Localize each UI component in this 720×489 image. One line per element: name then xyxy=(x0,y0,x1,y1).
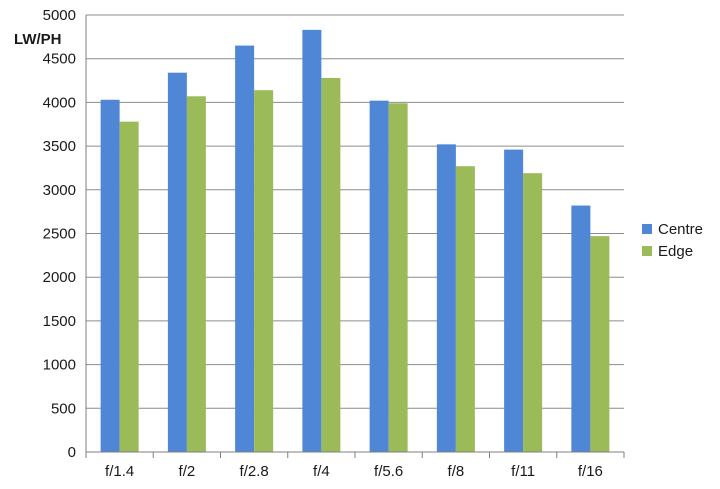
x-tick-label: f/5.6 xyxy=(374,463,403,480)
bar-centre-f2 xyxy=(167,72,187,453)
bar-edge-f16 xyxy=(590,236,610,452)
bars xyxy=(100,29,610,453)
axes xyxy=(85,15,625,458)
bar-edge-f11 xyxy=(523,173,543,452)
y-tick-label: 3000 xyxy=(43,182,76,199)
legend-label-edge: Edge xyxy=(658,243,693,260)
y-tick-label: 500 xyxy=(51,400,76,417)
x-tick-label: f/11 xyxy=(511,463,535,480)
bar-centre-f11 xyxy=(504,149,524,452)
y-tick-label: 2500 xyxy=(43,226,76,243)
x-tick-label: f/16 xyxy=(578,463,603,480)
y-tick-label: 3500 xyxy=(43,138,76,155)
bar-edge-f28 xyxy=(254,90,274,452)
bar-centre-f16 xyxy=(571,205,591,452)
y-tick-label: 4500 xyxy=(43,51,76,68)
bar-edge-f2 xyxy=(186,96,206,453)
y-tick-label: 2000 xyxy=(43,269,76,286)
bar-centre-f14 xyxy=(100,99,120,452)
legend-label-centre: Centre xyxy=(658,221,703,238)
y-axis-label: LW/PH xyxy=(14,31,62,48)
legend: Centre Edge xyxy=(642,221,703,260)
x-tick-label: f/1.4 xyxy=(105,463,134,480)
bar-edge-f8 xyxy=(455,166,475,452)
bar-centre-f4 xyxy=(302,29,322,452)
x-axis-ticks: f/1.4 f/2 f/2.8 f/4 f/5.6 f/8 f/11 f/16 xyxy=(105,463,603,480)
x-tick-label: f/8 xyxy=(448,463,465,480)
y-tick-label: 4000 xyxy=(43,94,76,111)
y-axis-ticks: 0 500 1000 1500 2000 2500 3000 3500 4000 4500 5000 xyxy=(43,7,76,461)
legend-swatch-centre xyxy=(642,224,652,234)
bar-centre-f56 xyxy=(369,100,389,452)
legend-swatch-edge xyxy=(642,246,652,256)
x-tick-label: f/2 xyxy=(179,463,196,480)
y-tick-label: 1500 xyxy=(43,313,76,330)
bar-edge-f14 xyxy=(119,121,139,453)
bar-edge-f56 xyxy=(388,103,408,453)
bar-centre-f8 xyxy=(436,144,456,453)
bar-centre-f28 xyxy=(235,45,255,453)
x-tick-label: f/4 xyxy=(313,463,330,480)
gridlines xyxy=(86,14,624,409)
y-tick-label: 1000 xyxy=(43,357,76,374)
bar-edge-f4 xyxy=(321,77,341,452)
y-tick-label: 0 xyxy=(68,444,76,461)
x-tick-label: f/2.8 xyxy=(240,463,269,480)
y-tick-label: 5000 xyxy=(43,7,76,24)
